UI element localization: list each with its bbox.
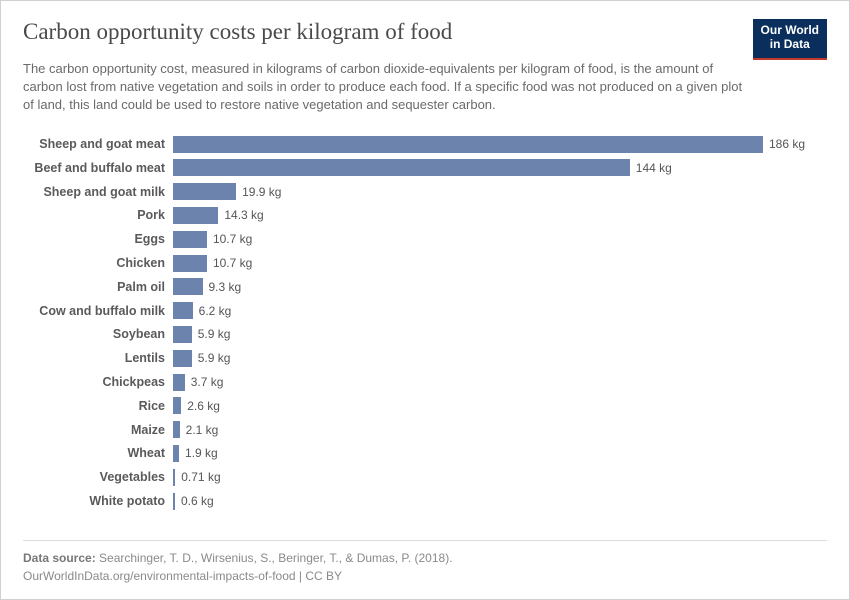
category-label: Wheat [23, 446, 173, 460]
header-text: Carbon opportunity costs per kilogram of… [23, 19, 452, 51]
source-text: Searchinger, T. D., Wirsenius, S., Berin… [96, 551, 453, 565]
category-label: Rice [23, 399, 173, 413]
chart-row: Vegetables0.71 kg [23, 465, 827, 489]
value-label: 3.7 kg [185, 375, 224, 389]
bar [173, 159, 630, 176]
chart-row: Chickpeas 3.7 kg [23, 370, 827, 394]
category-label: Sheep and goat milk [23, 185, 173, 199]
value-label: 14.3 kg [218, 208, 263, 222]
chart-row: Maize 2.1 kg [23, 418, 827, 442]
value-label: 186 kg [763, 137, 805, 151]
value-label: 2.1 kg [180, 423, 219, 437]
bar-area: 1.9 kg [173, 444, 827, 462]
bar [173, 374, 185, 391]
bar [173, 136, 763, 153]
chart-title: Carbon opportunity costs per kilogram of… [23, 19, 452, 45]
bar [173, 421, 180, 438]
bar-area: 144 kg [173, 159, 827, 177]
bar-area: 10.7 kg [173, 254, 827, 272]
chart-row: Cow and buffalo milk 6.2 kg [23, 299, 827, 323]
value-label: 0.71 kg [175, 470, 220, 484]
value-label: 10.7 kg [207, 232, 252, 246]
source-line: Data source: Searchinger, T. D., Wirseni… [23, 549, 827, 567]
chart-row: Chicken 10.7 kg [23, 251, 827, 275]
category-label: White potato [23, 494, 173, 508]
bar-area: 10.7 kg [173, 230, 827, 248]
value-label: 19.9 kg [236, 185, 281, 199]
category-label: Vegetables [23, 470, 173, 484]
category-label: Chickpeas [23, 375, 173, 389]
bar-area: 14.3 kg [173, 206, 827, 224]
bar [173, 278, 203, 295]
category-label: Soybean [23, 327, 173, 341]
bar-area: 19.9 kg [173, 183, 827, 201]
chart-row: White potato0.6 kg [23, 489, 827, 513]
bar-area: 9.3 kg [173, 278, 827, 296]
chart-row: Eggs 10.7 kg [23, 227, 827, 251]
bar-area: 186 kg [173, 135, 827, 153]
value-label: 6.2 kg [193, 304, 232, 318]
category-label: Eggs [23, 232, 173, 246]
chart-row: Sheep and goat meat 186 kg [23, 132, 827, 156]
category-label: Palm oil [23, 280, 173, 294]
value-label: 2.6 kg [181, 399, 220, 413]
chart-frame: Carbon opportunity costs per kilogram of… [0, 0, 850, 600]
chart-row: Pork 14.3 kg [23, 204, 827, 228]
link-line: OurWorldInData.org/environmental-impacts… [23, 567, 827, 585]
bar [173, 326, 192, 343]
value-label: 0.6 kg [175, 494, 214, 508]
chart-row: Beef and buffalo meat 144 kg [23, 156, 827, 180]
chart-row: Soybean 5.9 kg [23, 323, 827, 347]
chart-row: Palm oil 9.3 kg [23, 275, 827, 299]
bar-area: 2.6 kg [173, 397, 827, 415]
logo-line-1: Our World [761, 23, 819, 37]
bar-area: 5.9 kg [173, 325, 827, 343]
bar-area: 3.7 kg [173, 373, 827, 391]
bar [173, 255, 207, 272]
value-label: 5.9 kg [192, 351, 231, 365]
category-label: Pork [23, 208, 173, 222]
bar [173, 350, 192, 367]
chart-row: Wheat 1.9 kg [23, 442, 827, 466]
bar-chart: Sheep and goat meat 186 kg Beef and buffal… [23, 132, 827, 513]
bar-area: 0.71 kg [173, 468, 827, 486]
bar-area: 2.1 kg [173, 421, 827, 439]
category-label: Sheep and goat meat [23, 137, 173, 151]
category-label: Cow and buffalo milk [23, 304, 173, 318]
category-label: Lentils [23, 351, 173, 365]
category-label: Beef and buffalo meat [23, 161, 173, 175]
owid-logo: Our World in Data [753, 19, 827, 60]
bar-area: 6.2 kg [173, 302, 827, 320]
bar [173, 231, 207, 248]
bar [173, 397, 181, 414]
chart-row: Lentils 5.9 kg [23, 346, 827, 370]
chart-row: Sheep and goat milk 19.9 kg [23, 180, 827, 204]
chart-subtitle: The carbon opportunity cost, measured in… [23, 60, 743, 115]
logo-line-2: in Data [770, 37, 810, 51]
bar-area: 5.9 kg [173, 349, 827, 367]
value-label: 9.3 kg [203, 280, 242, 294]
bar [173, 183, 236, 200]
source-label: Data source: [23, 551, 96, 565]
chart-row: Rice 2.6 kg [23, 394, 827, 418]
chart-footer: Data source: Searchinger, T. D., Wirseni… [23, 540, 827, 585]
category-label: Maize [23, 423, 173, 437]
bar [173, 207, 218, 224]
bar-area: 0.6 kg [173, 492, 827, 510]
value-label: 144 kg [630, 161, 672, 175]
value-label: 1.9 kg [179, 446, 218, 460]
header-row: Carbon opportunity costs per kilogram of… [23, 19, 827, 60]
category-label: Chicken [23, 256, 173, 270]
bar [173, 302, 193, 319]
value-label: 5.9 kg [192, 327, 231, 341]
value-label: 10.7 kg [207, 256, 252, 270]
